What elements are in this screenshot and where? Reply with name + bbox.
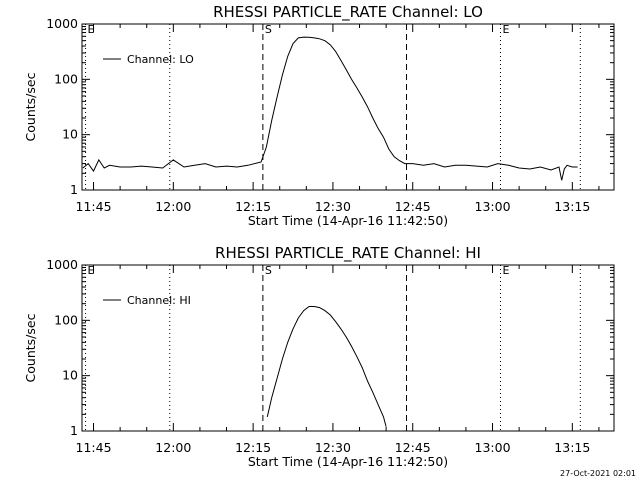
p1-y-axis-label: Counts/sec bbox=[23, 72, 38, 141]
p2-chart-title: RHESSI PARTICLE_RATE Channel: HI bbox=[215, 244, 481, 263]
p1-marker-label-4: E bbox=[503, 23, 510, 36]
p2-y-tick-label-3: 1000 bbox=[46, 257, 78, 272]
p1-x-tick-label-0: 11:45 bbox=[76, 199, 112, 214]
p2-x-tick-label-5: 13:00 bbox=[475, 440, 511, 455]
p2-plot-frame bbox=[81, 264, 615, 432]
p1-x-axis-label: Start Time (14-Apr-16 11:42:50) bbox=[248, 213, 448, 228]
p2-series-line-0-0 bbox=[266, 306, 387, 427]
p2-x-tick-label-2: 12:15 bbox=[235, 440, 271, 455]
p2-y-tick-label-1: 10 bbox=[62, 368, 78, 383]
p2-x-tick-label-6: 13:15 bbox=[554, 440, 590, 455]
p1-marker-label-0: E bbox=[88, 23, 95, 36]
p2-y-tick-label-2: 100 bbox=[54, 312, 78, 327]
p1-y-tick-label-0: 1 bbox=[70, 182, 78, 197]
p1-x-tick-label-4: 12:45 bbox=[395, 199, 431, 214]
p1-y-tick-label-3: 1000 bbox=[46, 16, 78, 31]
p2-x-tick-label-4: 12:45 bbox=[395, 440, 431, 455]
p2-x-tick-label-3: 12:30 bbox=[315, 440, 351, 455]
p1-series-line-0-0 bbox=[82, 36, 578, 181]
p1-x-tick-label-1: 12:00 bbox=[155, 199, 191, 214]
p1-marker-label-2: S bbox=[265, 23, 272, 36]
p1-x-tick-label-5: 13:00 bbox=[475, 199, 511, 214]
p2-x-tick-label-0: 11:45 bbox=[76, 440, 112, 455]
p1-chart-title: RHESSI PARTICLE_RATE Channel: LO bbox=[213, 3, 483, 22]
p1-x-tick-label-2: 12:15 bbox=[235, 199, 271, 214]
p2-x-tick-label-1: 12:00 bbox=[155, 440, 191, 455]
p2-marker-label-0: E bbox=[88, 264, 95, 277]
p2-marker-label-2: S bbox=[265, 264, 272, 277]
p1-legend-label: Channel: LO bbox=[127, 53, 194, 66]
p2-x-axis-label: Start Time (14-Apr-16 11:42:50) bbox=[248, 454, 448, 469]
p1-y-tick-label-1: 10 bbox=[62, 127, 78, 142]
p1-plot-frame bbox=[81, 23, 615, 191]
p2-marker-label-4: E bbox=[503, 264, 510, 277]
p1-x-tick-label-6: 13:15 bbox=[554, 199, 590, 214]
p2-y-axis-label: Counts/sec bbox=[23, 313, 38, 382]
p2-y-tick-label-0: 1 bbox=[70, 423, 78, 438]
p1-x-tick-label-3: 12:30 bbox=[315, 199, 351, 214]
p2-legend-label: Channel: HI bbox=[127, 294, 191, 307]
p1-y-tick-label-2: 100 bbox=[54, 71, 78, 86]
plot-timestamp: 27-Oct-2021 02:01 bbox=[560, 469, 636, 478]
